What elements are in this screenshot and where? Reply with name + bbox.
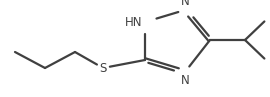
- Text: N: N: [181, 74, 189, 87]
- Text: S: S: [99, 61, 107, 74]
- Text: N: N: [181, 0, 189, 8]
- Text: HN: HN: [124, 16, 142, 29]
